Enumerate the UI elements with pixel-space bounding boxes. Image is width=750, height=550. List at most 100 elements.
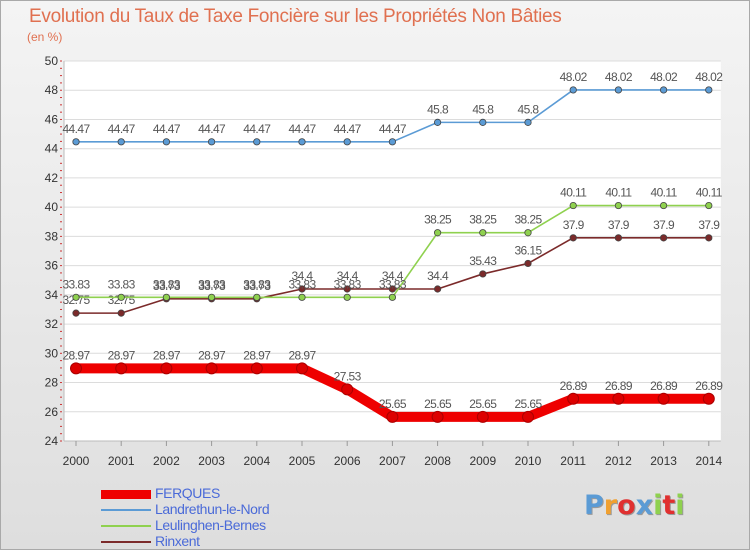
data-point [433,118,442,126]
data-label: 45.8 [518,102,540,116]
plot-area [64,61,721,441]
y-tick-label: 24 [45,434,59,448]
data-point [614,234,623,242]
legend-label: Rinxent [155,533,200,549]
data-label: 48.02 [605,70,633,84]
x-tick-label: 2009 [469,454,496,468]
data-label: 34.4 [427,269,449,283]
x-tick-label: 2010 [515,454,542,468]
data-point [72,138,80,146]
data-point [250,362,263,375]
legend-label: Landrethun-le-Nord [155,501,270,517]
data-label: 37.9 [653,218,675,232]
data-label: 33.83 [379,277,407,291]
data-point [298,138,306,146]
data-label: 33.83 [153,277,181,291]
y-tick-label: 26 [45,405,59,419]
logo-letter: i [675,490,685,521]
data-point [569,234,577,242]
data-point [659,234,668,242]
data-label: 44.47 [288,122,316,136]
y-tick-label: 28 [45,376,59,390]
data-label: 33.73 [198,279,226,293]
x-tick-label: 2008 [424,454,451,468]
data-label: 35.43 [469,254,497,268]
data-point [162,293,170,301]
x-tick-label: 2011 [560,454,586,468]
data-point [522,410,534,423]
data-point [72,309,80,317]
data-label: 26.89 [605,379,633,393]
data-label: 33.83 [62,277,90,291]
y-tick-label: 32 [45,317,59,331]
data-label: 28.97 [108,348,136,362]
data-point [208,293,216,301]
data-label: 26.89 [650,379,678,393]
data-point [705,234,713,242]
legend-swatch [101,525,151,527]
data-point [208,138,216,146]
data-point [659,201,668,210]
data-point [659,86,668,94]
data-label: 34.4 [382,269,404,283]
data-point [117,293,125,301]
logo-letter: t [662,490,676,521]
data-point [479,270,487,278]
data-label: 33.73 [153,279,181,293]
chart-subtitle: (en %) [27,30,63,44]
data-point [72,293,80,301]
data-point [614,86,623,94]
data-point [388,293,396,301]
data-point [657,392,670,405]
x-tick-label: 2001 [108,454,135,468]
data-point [341,383,354,396]
proxiti-logo: Proxiti [584,490,685,521]
y-tick-label: 44 [45,142,59,156]
data-point [569,86,577,94]
data-point [296,362,308,375]
legend-label: Leulinghen-Bernes [155,517,266,533]
x-tick-label: 2007 [379,454,406,468]
data-label: 28.97 [153,348,181,362]
data-point [524,259,532,268]
data-label: 25.65 [379,397,407,411]
data-point [343,285,351,293]
logo-letter: o [617,490,636,521]
data-point [343,138,351,146]
data-point [567,392,580,405]
y-tick-label: 42 [45,171,59,185]
data-point [388,285,396,293]
data-point [524,229,532,237]
data-point [705,201,713,210]
legend-label: FERQUES [155,485,220,501]
data-label: 44.47 [153,122,181,136]
data-point [253,293,261,301]
data-point [479,118,487,126]
data-label: 33.83 [198,277,226,291]
x-tick-label: 2004 [243,454,270,468]
x-tick-label: 2013 [650,454,677,468]
logo-letter: i [653,490,663,521]
data-point [386,410,399,423]
logo-letter: x [635,490,654,521]
data-label: 25.65 [469,397,497,411]
data-point [433,285,442,293]
data-label: 44.47 [243,122,271,136]
data-label: 44.47 [198,122,226,136]
data-label: 33.73 [243,279,271,293]
data-label: 44.47 [62,122,90,136]
y-tick-label: 50 [45,54,59,68]
data-label: 44.47 [379,122,407,136]
data-label: 44.47 [334,122,362,136]
data-label: 34.4 [337,269,359,283]
data-label: 33.83 [108,277,136,291]
logo-letter: r [603,490,618,521]
x-tick-label: 2012 [605,454,632,468]
data-point [476,410,489,423]
data-point [162,138,170,146]
y-tick-label: 46 [45,112,59,126]
data-label: 28.97 [198,348,226,362]
data-label: 40.11 [651,186,678,200]
